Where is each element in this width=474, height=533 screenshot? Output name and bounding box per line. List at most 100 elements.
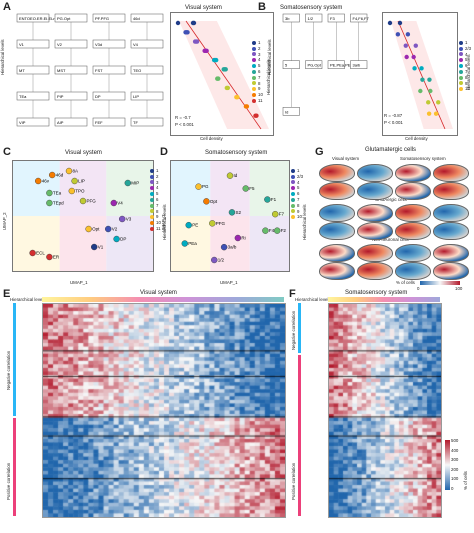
umap-point-label: V1 <box>98 245 104 250</box>
legend-dot-icon <box>150 203 154 208</box>
panel-d-title: Somatosensory system <box>205 150 268 156</box>
legend-label: 9 <box>297 208 300 214</box>
scatter-point <box>436 100 441 105</box>
panel-d-legend-item: 6 <box>291 191 299 196</box>
legend-label: 11 <box>156 226 161 231</box>
tree-node-label: TEa <box>19 94 27 99</box>
umap-point <box>71 177 78 185</box>
umap-region <box>13 216 60 271</box>
legend-dot-icon <box>252 46 256 51</box>
umap-point-label: F2 <box>281 228 287 233</box>
legend-label: 9 <box>465 80 468 86</box>
brain-map-icon <box>433 204 469 222</box>
panel-f-heatmap <box>328 303 442 518</box>
panel-b-scatter <box>382 12 458 136</box>
scatter-point <box>433 111 439 116</box>
panel-c-legend-item: 4 <box>150 185 158 190</box>
panel-c-legend-item: 7 <box>150 203 158 208</box>
panel-a-legend-item: 7 <box>252 75 260 80</box>
panel-d-legend-item: 2/3 <box>291 174 303 179</box>
umap-point <box>35 177 42 185</box>
legend-dot-icon <box>252 69 256 74</box>
brain-map-icon <box>357 222 393 240</box>
legend-label: 8 <box>465 74 468 80</box>
panel-a-legend-item: 3 <box>252 52 260 57</box>
umap-point <box>79 197 87 205</box>
umap-point-label: 1/2 <box>218 258 225 263</box>
panel-c-umap: 46v 46d 8A TEa LIP PFG TPO MIP V4 TEpd V3 DP V2 V1 ECL… <box>12 160 154 272</box>
legend-label: 4 <box>258 57 261 63</box>
panel-e-level-bar <box>42 297 284 302</box>
legend-dot-icon <box>291 197 295 202</box>
umap-point-label: PFG <box>216 221 226 226</box>
legend-label: 2/3 <box>297 173 304 179</box>
panel-b-legend-item: 5 <box>459 57 467 62</box>
panel-g-row3: Non-neuronal cells <box>372 237 409 242</box>
panel-a-legend-item: 8 <box>252 81 260 86</box>
trend-line <box>185 20 262 130</box>
legend-label: 7 <box>297 197 300 202</box>
panel-b-legend-item: 1 <box>459 40 467 45</box>
umap-point <box>110 199 118 207</box>
panel-b-legend-item: 4 <box>459 52 467 57</box>
legend-label: 3 <box>258 51 261 57</box>
tree-node-label: V1 <box>19 42 25 47</box>
umap-point <box>242 185 249 192</box>
panel-a-xlabel: Cell density <box>200 136 223 141</box>
panel-d-legend-item: 10 <box>291 214 302 219</box>
brain-map-icon <box>433 244 469 262</box>
legend-dot-icon <box>459 58 463 63</box>
scatter-point <box>192 39 198 44</box>
legend-label: 4 <box>297 179 300 185</box>
tree-node-label: MT <box>19 68 25 73</box>
umap-point <box>203 198 210 205</box>
legend-dot-icon <box>291 168 295 173</box>
legend-label: 5 <box>156 191 159 197</box>
umap-point <box>124 179 132 187</box>
panel-g-title: Glutamatergic cells <box>365 147 417 153</box>
scatter-point <box>404 54 409 60</box>
brain-map-icon <box>357 182 393 200</box>
umap-point <box>228 209 236 216</box>
panel-letter-f: F <box>289 288 296 300</box>
legend-label: 5 <box>258 63 261 69</box>
legend-dot-icon <box>150 186 154 191</box>
umap-point-label: DP <box>120 237 126 242</box>
tree-node-label: PE,PEa,PEc <box>330 63 352 68</box>
tree-node-label: F4,F6,F7 <box>353 16 370 21</box>
legend-label: 7 <box>156 202 159 208</box>
legend-dot-icon <box>291 215 295 220</box>
legend-label: 6 <box>465 63 468 69</box>
panel-a-legend-item: 10 <box>252 92 263 97</box>
scatter-point <box>395 32 401 37</box>
panel-a-legend-item: 5 <box>252 63 260 68</box>
legend-dot-icon <box>459 69 463 74</box>
panel-b-legend-item: 6 <box>459 63 467 68</box>
legend-label: 9 <box>258 86 261 92</box>
tree-node-label: PG.Opt <box>57 16 71 21</box>
scatter-point <box>428 88 433 94</box>
legend-label: 11 <box>258 98 263 103</box>
umap-region <box>106 161 153 216</box>
umap-point-label: Ri <box>241 236 245 241</box>
legend-dot-icon <box>252 87 256 92</box>
umap-point <box>49 171 56 179</box>
legend-label: 4 <box>156 185 159 191</box>
legend-label: 4 <box>465 51 468 57</box>
scatter-point <box>190 20 196 26</box>
umap-point-label: F1 <box>271 197 277 202</box>
panel-g-col2: Somatosensory system <box>400 156 446 161</box>
umap-point-label: ER <box>53 255 60 260</box>
legend-dot-icon <box>252 40 256 45</box>
scatter-point <box>234 94 239 100</box>
tree-node-label: VIP <box>19 120 26 125</box>
tree-node-label: TEO <box>133 68 141 73</box>
panel-letter-e: E <box>3 288 11 300</box>
umap-point <box>209 220 216 227</box>
umap-point <box>68 187 75 195</box>
tree-node-label: AIP <box>57 120 64 125</box>
scatter-point <box>427 77 432 82</box>
legend-dot-icon <box>291 203 295 208</box>
legend-dot-icon <box>291 186 295 191</box>
umap-point <box>181 240 188 247</box>
